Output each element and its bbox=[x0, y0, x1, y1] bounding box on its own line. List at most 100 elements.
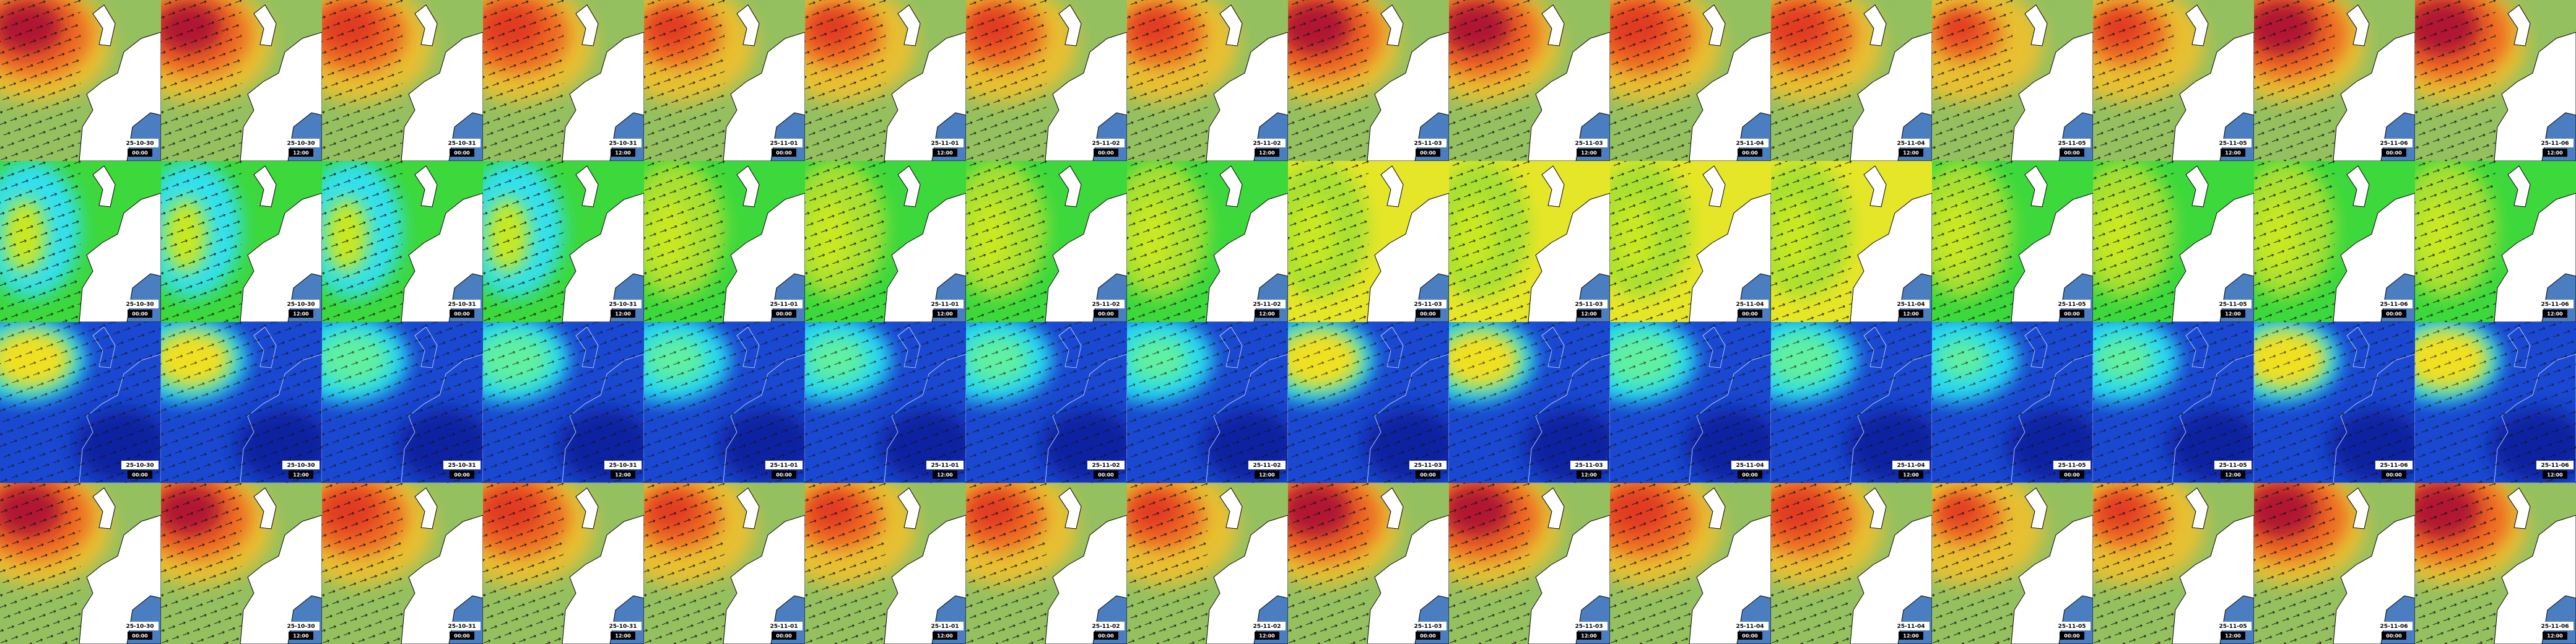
label-box bbox=[128, 632, 152, 640]
wind-arrows bbox=[2093, 322, 2254, 483]
label-box bbox=[933, 632, 957, 640]
time-label: 00:00 bbox=[2064, 150, 2080, 156]
wind-arrows bbox=[2093, 161, 2174, 322]
date-label: 25-10-31 bbox=[448, 302, 476, 308]
time-label: 00:00 bbox=[454, 472, 470, 478]
label-box bbox=[443, 461, 481, 469]
map-tile: 25-11-01 00:00 bbox=[644, 483, 805, 644]
land bbox=[1058, 487, 1082, 529]
wind-arrows bbox=[644, 322, 805, 483]
date-label: 25-11-04 bbox=[1736, 302, 1764, 308]
label-box bbox=[1248, 139, 1286, 147]
date-label: 25-11-06 bbox=[2541, 302, 2569, 308]
date-label: 25-11-05 bbox=[2219, 302, 2247, 308]
label-box bbox=[128, 471, 152, 479]
map-tile: 25-11-03 00:00 bbox=[1288, 0, 1449, 161]
date-label: 25-11-04 bbox=[1897, 463, 1925, 469]
label-box bbox=[772, 471, 796, 479]
time-label: 12:00 bbox=[1903, 150, 1919, 156]
label-box bbox=[121, 461, 159, 469]
wind-arrows bbox=[1288, 0, 1368, 161]
label-box bbox=[1577, 310, 1601, 318]
map-tile: 25-11-03 12:00 bbox=[1449, 0, 1610, 161]
land bbox=[414, 487, 438, 529]
label-box bbox=[1087, 461, 1125, 469]
wind-arrows bbox=[644, 483, 724, 644]
label-box bbox=[2536, 622, 2574, 630]
label-box bbox=[2214, 300, 2252, 308]
label-box bbox=[121, 300, 159, 308]
time-label: 12:00 bbox=[293, 150, 309, 156]
time-label: 12:00 bbox=[2225, 633, 2241, 639]
map-tile: 25-11-04 00:00 bbox=[1610, 483, 1771, 644]
time-label: 00:00 bbox=[2386, 472, 2402, 478]
land bbox=[2024, 4, 2048, 46]
wind-arrows bbox=[966, 483, 1046, 644]
land bbox=[1380, 4, 1404, 46]
label-box bbox=[1094, 471, 1118, 479]
date-label: 25-10-30 bbox=[126, 141, 154, 147]
label-box bbox=[604, 139, 642, 147]
label-box bbox=[1416, 471, 1440, 479]
wind-arrows bbox=[1288, 322, 1449, 483]
map-tile: 25-11-01 12:00 bbox=[805, 161, 966, 322]
label-box bbox=[2375, 300, 2413, 308]
map-tile: 25-11-05 00:00 bbox=[1932, 483, 2093, 644]
label-box bbox=[282, 461, 320, 469]
map-tile: 25-10-31 00:00 bbox=[322, 322, 483, 483]
label-box bbox=[450, 310, 474, 318]
wind-arrows bbox=[2415, 0, 2496, 161]
land bbox=[253, 4, 277, 46]
wind-arrows bbox=[1127, 161, 1208, 322]
land bbox=[2346, 165, 2370, 207]
date-label: 25-11-04 bbox=[1736, 463, 1764, 469]
map-tile: 25-11-01 00:00 bbox=[644, 161, 805, 322]
label-box bbox=[1409, 139, 1447, 147]
time-label: 12:00 bbox=[2547, 472, 2563, 478]
time-label: 00:00 bbox=[1098, 472, 1114, 478]
date-label: 25-11-06 bbox=[2541, 141, 2569, 147]
date-label: 25-11-05 bbox=[2058, 463, 2086, 469]
wind-arrows bbox=[2093, 0, 2174, 161]
label-box bbox=[765, 139, 803, 147]
time-label: 12:00 bbox=[1259, 150, 1275, 156]
date-label: 25-10-31 bbox=[448, 141, 476, 147]
label-box bbox=[772, 149, 796, 157]
label-box bbox=[2375, 139, 2413, 147]
map-tile: 25-11-01 12:00 bbox=[805, 483, 966, 644]
date-label: 25-11-03 bbox=[1414, 141, 1442, 147]
map-tile: 25-11-06 00:00 bbox=[2254, 483, 2415, 644]
wind-arrows bbox=[805, 161, 886, 322]
time-label: 00:00 bbox=[776, 150, 792, 156]
label-box bbox=[2221, 632, 2245, 640]
land bbox=[736, 487, 760, 529]
label-box bbox=[1892, 139, 1930, 147]
wind-arrows bbox=[805, 0, 886, 161]
wind-arrows bbox=[483, 483, 564, 644]
label-box bbox=[2221, 471, 2245, 479]
land bbox=[897, 165, 921, 207]
label-box bbox=[1094, 310, 1118, 318]
label-box bbox=[1731, 300, 1769, 308]
label-box bbox=[1899, 149, 1923, 157]
time-label: 12:00 bbox=[2547, 150, 2563, 156]
map-tile: 25-11-06 12:00 bbox=[2415, 322, 2576, 483]
date-label: 25-11-02 bbox=[1092, 302, 1120, 308]
map-tile: 25-11-04 12:00 bbox=[1771, 322, 1932, 483]
time-label: 12:00 bbox=[293, 311, 309, 317]
label-box bbox=[1570, 622, 1608, 630]
date-label: 25-11-04 bbox=[1736, 624, 1764, 630]
land bbox=[1702, 487, 1726, 529]
wind-arrows bbox=[2254, 483, 2334, 644]
wind-arrows bbox=[1127, 0, 1208, 161]
time-label: 00:00 bbox=[1742, 633, 1758, 639]
label-box bbox=[2060, 471, 2084, 479]
date-label: 25-11-03 bbox=[1414, 624, 1442, 630]
label-box bbox=[604, 300, 642, 308]
time-label: 12:00 bbox=[1581, 311, 1597, 317]
date-label: 25-11-01 bbox=[770, 141, 798, 147]
time-label: 00:00 bbox=[454, 633, 470, 639]
map-tile: 25-11-06 00:00 bbox=[2254, 0, 2415, 161]
map-tile: 25-11-03 12:00 bbox=[1449, 322, 1610, 483]
